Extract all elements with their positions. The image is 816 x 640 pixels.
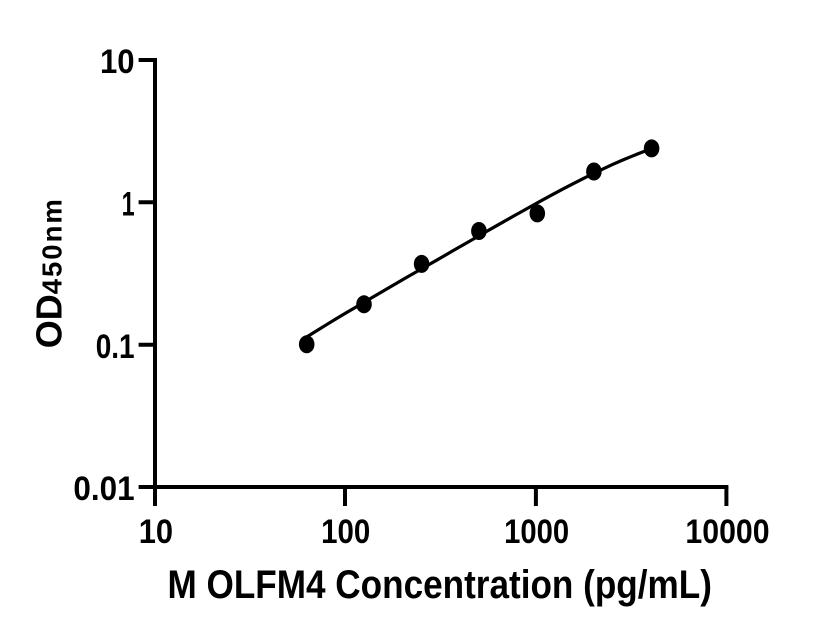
svg-text:10: 10 [139, 513, 173, 551]
svg-text:0.01: 0.01 [73, 470, 134, 508]
svg-text:0.1: 0.1 [96, 328, 135, 366]
svg-text:1000: 1000 [504, 513, 569, 551]
svg-text:100: 100 [321, 513, 370, 551]
svg-text:M OLFM4 Concentration (pg/mL): M OLFM4 Concentration (pg/mL) [168, 563, 712, 607]
svg-text:1: 1 [122, 185, 135, 223]
svg-text:10: 10 [100, 43, 135, 81]
svg-text:10000: 10000 [685, 513, 769, 551]
